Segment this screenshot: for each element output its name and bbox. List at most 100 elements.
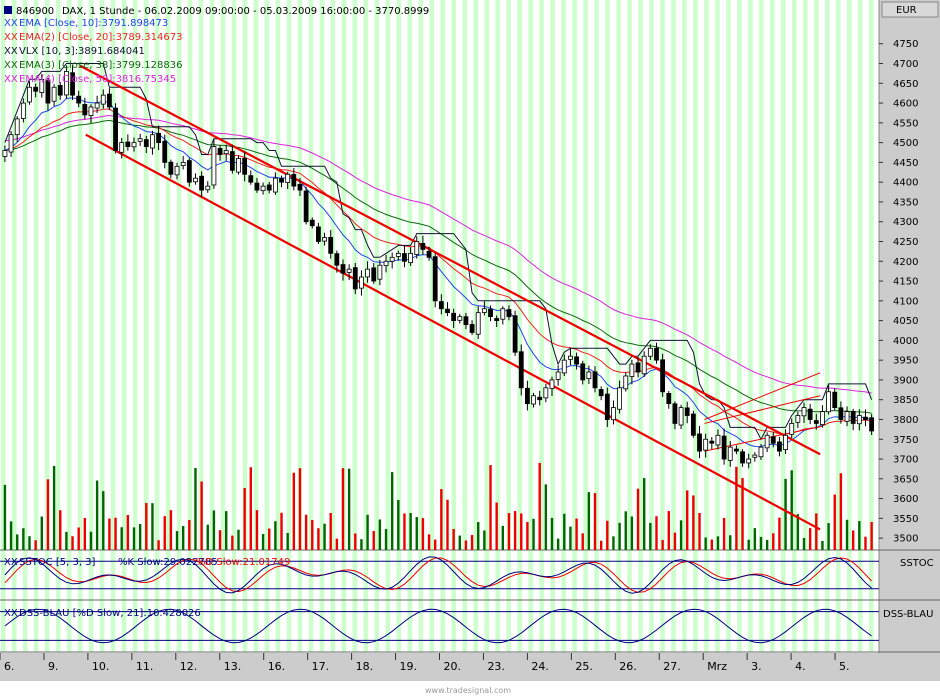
volume-bar	[704, 537, 707, 550]
session-band	[825, 0, 830, 652]
candle-body	[525, 387, 530, 405]
candle-body	[703, 438, 709, 451]
session-band	[539, 0, 544, 652]
candle-body	[359, 276, 364, 289]
volume-bar	[716, 536, 720, 550]
session-band	[275, 0, 281, 652]
session-band	[682, 0, 687, 652]
session-band	[858, 0, 863, 652]
time-tick-label: 19.	[400, 660, 418, 673]
session-band	[55, 0, 61, 652]
session-band	[550, 0, 555, 652]
volume-bar	[851, 530, 855, 550]
volume-bar	[477, 522, 480, 550]
session-band	[715, 0, 720, 652]
price-tick-label: 4550	[893, 118, 918, 129]
sstoc-prefix: XX	[4, 557, 18, 568]
candle-body	[777, 441, 782, 452]
ema20-line	[4, 108, 872, 435]
candle-body	[869, 417, 875, 432]
candle-body	[518, 351, 524, 389]
candle-body	[107, 93, 112, 108]
candle-body	[826, 391, 831, 413]
time-tick-label: 3.	[751, 660, 762, 673]
candle-body	[672, 403, 678, 424]
volume-bar	[286, 532, 289, 550]
volume-bar	[772, 533, 775, 550]
time-tick-label: 18.	[356, 660, 374, 673]
volume-bar	[575, 518, 578, 550]
volume-bar	[765, 539, 769, 550]
session-band	[814, 0, 819, 652]
sstoc-panel-tag: SSTOC	[900, 558, 934, 569]
candle-body	[131, 142, 137, 148]
volume-bar	[532, 518, 535, 550]
volume-bar	[440, 489, 443, 550]
candle-body	[285, 173, 291, 183]
candle-body	[506, 309, 512, 318]
volume-bar	[311, 520, 314, 550]
volume-bar	[827, 523, 830, 550]
time-tick-label: 4.	[795, 660, 806, 673]
volume-bar	[483, 530, 486, 550]
candle-body	[279, 178, 284, 183]
price-tick-label: 3900	[893, 375, 918, 386]
candle-body	[863, 416, 868, 420]
session-band	[506, 0, 511, 652]
candle-body	[647, 347, 653, 357]
candle-body	[352, 267, 358, 290]
volume-bar	[138, 524, 142, 550]
candle-body	[82, 104, 88, 116]
volume-bar	[378, 519, 382, 550]
price-tick-label: 3600	[893, 494, 918, 505]
volume-bar	[403, 513, 406, 550]
candle-body	[481, 308, 487, 313]
volume-bar	[864, 536, 867, 550]
candle-body	[838, 407, 844, 420]
session-band	[11, 0, 17, 652]
sstoc-k-label: %K Slow:29.022785	[118, 557, 218, 568]
indicator-lines	[4, 63, 873, 448]
session-band	[187, 0, 193, 652]
volume-bar	[661, 540, 664, 550]
session-band	[1, 0, 6, 652]
session-band	[363, 0, 369, 652]
volume-bar	[397, 499, 400, 550]
session-band	[473, 0, 478, 652]
volume-bar	[735, 466, 738, 550]
volume-bar	[71, 536, 74, 550]
candle-body	[100, 94, 106, 105]
volume-bar	[501, 525, 505, 550]
candle-body	[272, 177, 278, 193]
candle-body	[451, 312, 457, 321]
candle-body	[186, 160, 192, 183]
volume-bar	[200, 481, 203, 550]
volume-bar	[268, 528, 271, 550]
volume-bar	[741, 478, 744, 550]
volume-bar	[538, 462, 541, 550]
candle-body	[654, 347, 659, 361]
volume-bar	[3, 484, 7, 550]
session-band	[649, 0, 654, 652]
session-band	[748, 0, 753, 652]
sstoc-panel	[0, 556, 879, 594]
legend-ema38: EMA(3) [Close, 38]:3799.128836	[19, 60, 182, 71]
volume-bar	[354, 533, 357, 550]
volume-bar	[163, 516, 166, 550]
price-tick-label: 3800	[893, 415, 918, 426]
candle-body	[119, 142, 125, 153]
volume-bar	[784, 478, 787, 550]
candle-body	[789, 423, 795, 435]
legend-ema20: EMA(2) [Close, 20]:3789.314673	[19, 32, 182, 43]
volume-bar	[151, 503, 154, 550]
candle-body	[414, 241, 420, 255]
candle-body	[574, 356, 579, 365]
volume-bar	[446, 499, 449, 550]
candle-body	[795, 415, 801, 423]
volume-bar	[132, 527, 136, 550]
candle-body	[850, 410, 856, 424]
price-tick-label: 4750	[893, 39, 918, 50]
session-band	[605, 0, 610, 652]
volume-bar	[802, 537, 806, 550]
dss-prefix: XX	[4, 608, 18, 619]
